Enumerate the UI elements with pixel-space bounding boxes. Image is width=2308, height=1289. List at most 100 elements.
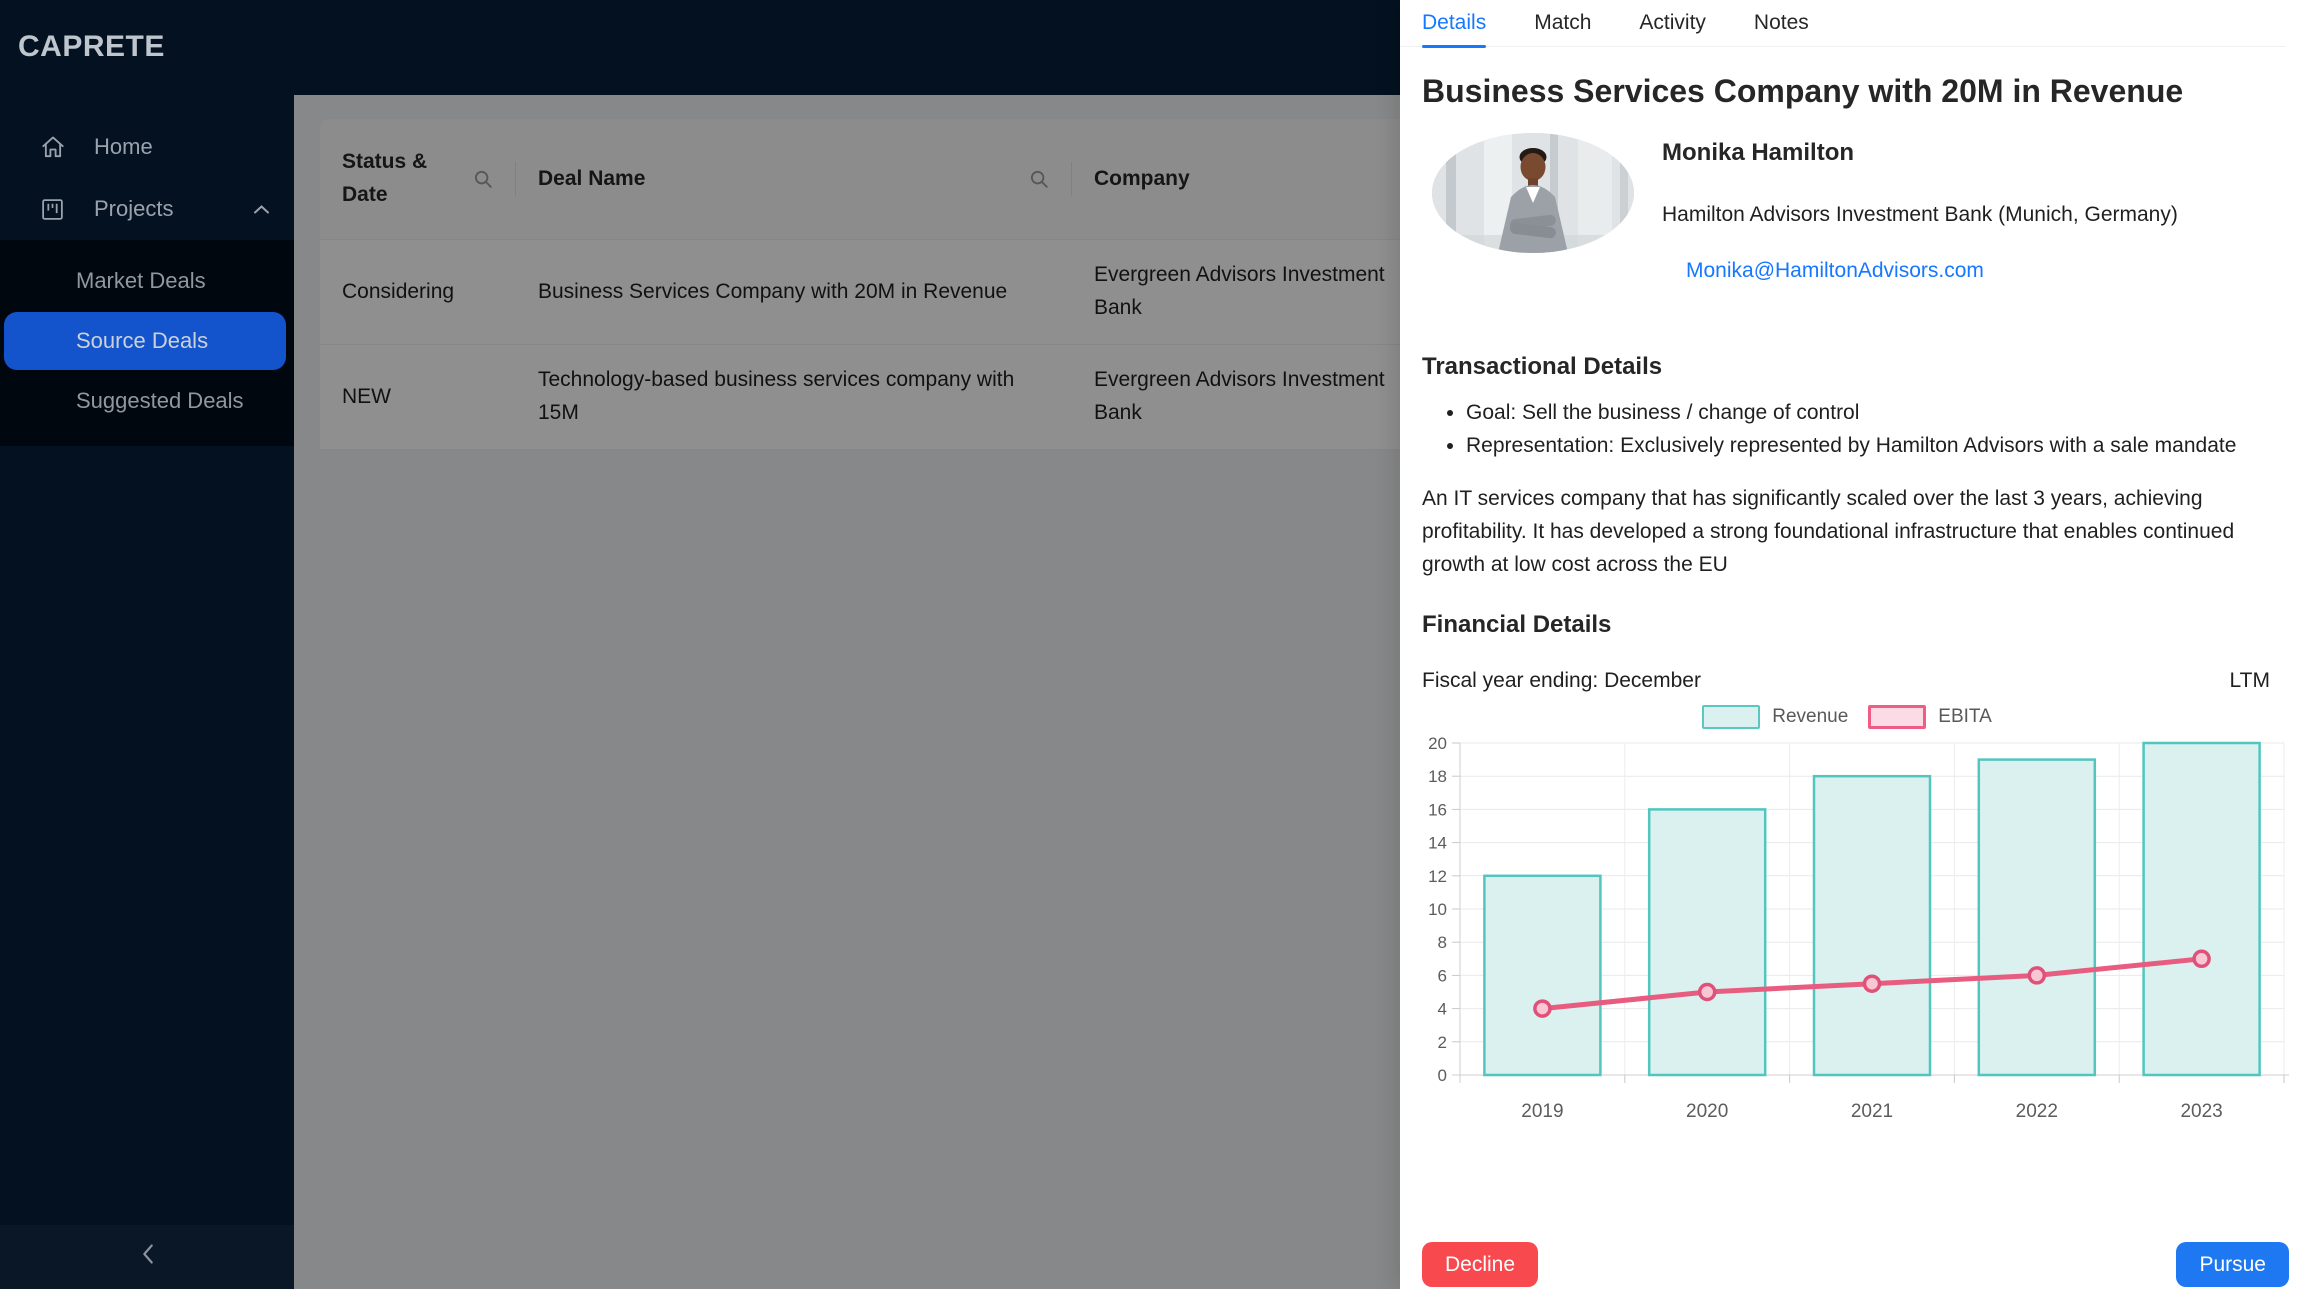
search-icon[interactable] [472,168,494,190]
sidebar-item-label: Home [94,134,153,159]
bullet-goal: Goal: Sell the business / change of cont… [1466,397,2272,428]
column-header-company: Company [1072,119,1417,239]
table-row[interactable]: NEW Technology-based business services c… [320,345,2308,450]
revenue-ebita-chart: 0 2 4 6 8 10 12 14 16 18 20 2019 2020 2021 2022 2023 [1428,734,2289,1122]
deal-title: Business Services Company with 20M in Re… [1422,73,2184,109]
chevron-left-icon [139,1241,156,1273]
ebita-point-2019 [1533,999,1552,1018]
revenue-bar-2023 [2142,741,2261,1077]
app-logo: CAPRETE [18,30,165,63]
y-tick-label: 0 [1438,1066,1447,1085]
sidebar-collapse-button[interactable] [0,1225,294,1289]
pursue-button[interactable]: Pursue [2176,1242,2289,1287]
contact-organization: Hamilton Advisors Investment Bank (Munic… [1662,203,2178,226]
x-tick-label: 2019 [1521,1101,1563,1122]
column-divider [1071,162,1072,196]
projects-submenu: Market Deals Source Deals Suggested Deal… [0,240,294,446]
legend-label: Revenue [1772,706,1849,727]
sidebar-nav: Home Projects Market Deals Source Deals [0,116,294,446]
sub-item-label: Suggested Deals [76,388,244,413]
revenue-bar-2021 [1812,774,1932,1077]
tab-notes[interactable]: Notes [1753,11,1809,34]
legend-item-revenue: Revenue [1702,705,1848,729]
tab-match[interactable]: Match [1534,11,1592,34]
cell-deal-name: Business Services Company with 20M in Re… [538,279,1008,303]
bullet-representation: Representation: Exclusively represented … [1466,430,2272,461]
ebita-point-2021 [1862,974,1882,993]
drawer-footer: Decline Pursue [1422,1242,2289,1287]
home-icon [40,134,68,160]
revenue-bar-2019 [1483,874,1602,1077]
sidebar-item-suggested-deals[interactable]: Suggested Deals [4,372,286,430]
deal-detail-drawer: Details Match Activity Notes Business Se… [1400,0,2308,1289]
x-tick-label: 2020 [1686,1101,1728,1122]
x-tick-label: 2021 [1851,1101,1893,1122]
financial-heading: Financial Details [1422,611,1612,638]
sidebar-item-home[interactable]: Home [0,116,294,178]
contact-card: Monika Hamilton Hamilton Advisors Invest… [1432,133,2272,283]
x-tick-label: 2022 [2016,1101,2058,1122]
search-icon[interactable] [1028,168,1050,190]
column-label: Status & Date [342,150,428,206]
cell-company: Evergreen Advisors Investment Bank [1094,263,1385,319]
fiscal-year-label: Fiscal year ending: December [1422,669,1701,692]
y-tick-label: 18 [1428,767,1447,786]
y-tick-label: 10 [1428,900,1447,919]
revenue-swatch [1702,705,1761,729]
y-tick-label: 8 [1438,933,1447,952]
sidebar-item-projects[interactable]: Projects [0,178,294,240]
column-divider [515,162,516,196]
cell-status: NEW [342,384,391,408]
legend-label: EBITA [1938,706,1992,727]
chevron-up-icon [253,204,270,215]
chart-legend: Revenue EBITA [1422,705,2272,729]
project-icon [40,197,68,222]
column-label: Company [1094,166,1190,190]
ebita-point-2020 [1697,982,1717,1002]
cell-deal-name: Technology-based business services compa… [538,368,1015,424]
y-tick-label: 12 [1428,867,1447,886]
y-tick-label: 16 [1428,800,1447,819]
avatar [1432,133,1634,253]
column-header-deal-name: Deal Name [516,119,1072,239]
drawer-tabs: Details Match Activity Notes [1400,0,2286,48]
y-tick-label: 20 [1428,734,1447,753]
drawer-body: Business Services Company with 20M in Re… [1400,71,2308,1137]
contact-name: Monika Hamilton [1662,139,1855,166]
ebita-point-2023 [2192,949,2211,969]
sidebar: CAPRETE Home Projects Market Deals [0,0,294,1289]
sub-item-label: Source Deals [76,328,209,353]
transactional-bullets: Goal: Sell the business / change of cont… [1466,397,2272,461]
y-tick-label: 2 [1438,1033,1447,1052]
sidebar-item-source-deals[interactable]: Source Deals [4,312,286,370]
ebita-point-2022 [2027,966,2047,985]
sidebar-item-label: Projects [94,196,174,221]
decline-button[interactable]: Decline [1422,1242,1539,1287]
column-label: Deal Name [538,166,646,190]
cell-status: Considering [342,279,455,303]
sidebar-item-market-deals[interactable]: Market Deals [4,252,286,310]
contact-email-link[interactable]: Monika@HamiltonAdvisors.com [1686,259,1984,282]
ebita-swatch [1868,705,1927,729]
revenue-bar-2022 [1977,758,2097,1077]
x-tick-label: 2023 [2180,1101,2222,1122]
column-header-status-date: Status & Date [320,119,516,239]
company-description: An IT services company that has signific… [1422,487,2235,576]
tab-details[interactable]: Details [1422,0,1487,48]
y-tick-label: 14 [1428,834,1447,853]
table-row[interactable]: Considering Business Services Company wi… [320,240,2308,345]
financial-section: Financial Details Fiscal year ending: De… [1422,611,2289,1137]
period-label: LTM [2229,669,2270,692]
contact-info: Monika Hamilton Hamilton Advisors Invest… [1662,133,2178,283]
financial-chart: 0 2 4 6 8 10 12 14 16 18 20 2019 2020 2021 2022 2023 [1424,731,2289,1137]
revenue-bar-2020 [1647,808,1767,1077]
y-tick-label: 6 [1438,966,1447,985]
y-tick-label: 4 [1438,1000,1447,1019]
transactional-heading: Transactional Details [1422,353,1663,380]
tab-activity[interactable]: Activity [1639,11,1706,34]
fiscal-row: Fiscal year ending: December LTM [1422,669,2272,693]
legend-item-ebita: EBITA [1868,705,1992,729]
transactional-section: Transactional Details Goal: Sell the bus… [1422,353,2272,581]
cell-company: Evergreen Advisors Investment Bank [1094,368,1385,424]
